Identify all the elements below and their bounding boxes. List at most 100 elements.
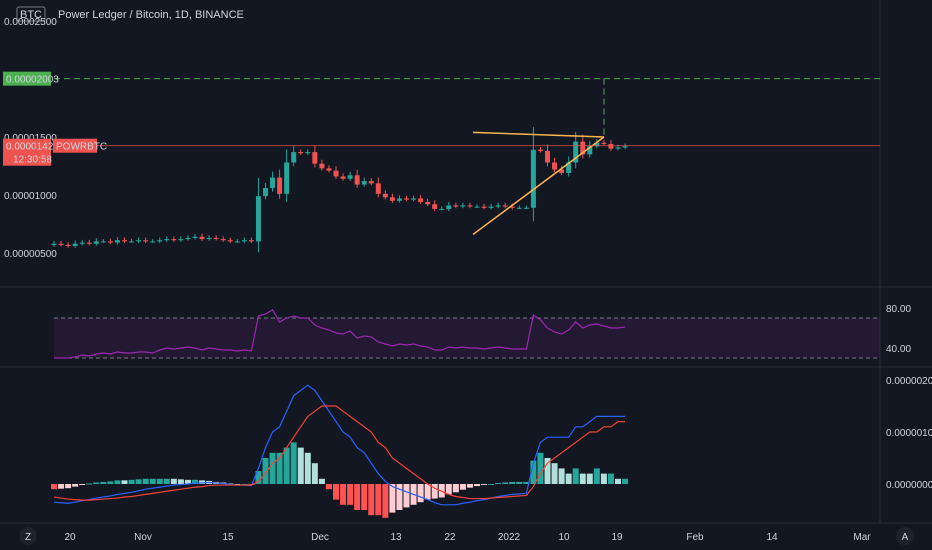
macd-histogram-bar <box>431 484 438 499</box>
macd-line <box>53 384 626 506</box>
candle-body <box>608 143 614 149</box>
macd-histogram-bar <box>325 484 332 490</box>
time-tick-label: 22 <box>444 532 456 543</box>
macd-histogram-bar <box>170 478 177 484</box>
macd-histogram-bar <box>163 478 170 484</box>
candle-body <box>284 162 290 194</box>
candle-body <box>51 243 57 246</box>
trendline-lower <box>472 136 605 236</box>
candle-body <box>277 177 283 194</box>
last-price-label: 0.00001425 <box>6 142 59 153</box>
symbol-badge[interactable]: BTC <box>16 6 46 22</box>
candle-body <box>467 205 473 207</box>
time-tick-label: Feb <box>686 532 704 543</box>
zoom-left-label: Z <box>25 532 31 543</box>
symbol-badge-label: BTC <box>20 9 42 21</box>
candle-body <box>523 207 529 209</box>
candle-body <box>354 175 360 185</box>
candle-body <box>227 240 233 242</box>
candle-body <box>185 237 191 240</box>
rsi-tick-label: 40.00 <box>886 344 911 355</box>
candle-body <box>241 240 247 242</box>
price-tick-label: 0.00000500 <box>4 249 57 260</box>
candle-body <box>474 206 480 208</box>
candles[interactable] <box>51 127 628 253</box>
macd-histogram-bar <box>255 471 262 484</box>
candle-body <box>566 162 572 173</box>
macd-histogram-bar <box>199 480 206 484</box>
chart-title: Power Ledger / Bitcoin, 1D, BINANCE <box>58 9 244 21</box>
candle-body <box>382 193 388 198</box>
macd-histogram-bar <box>572 468 579 484</box>
candle-body <box>368 181 374 184</box>
macd-histogram-bar <box>593 468 600 484</box>
macd-histogram-bar <box>417 484 424 503</box>
last-price-tag <box>3 138 51 166</box>
candle-body <box>298 152 304 154</box>
price-tick-label: 0.00001500 <box>4 133 57 144</box>
macd-histogram-bar <box>79 484 86 485</box>
auto-scale-button[interactable]: A <box>896 527 914 545</box>
macd-histogram-bar <box>347 484 354 505</box>
candle-body <box>552 162 558 170</box>
macd-histogram-bar <box>474 484 480 487</box>
macd-histogram-bar <box>107 481 114 484</box>
candle-body <box>594 142 600 147</box>
candle-body <box>143 240 149 242</box>
macd-histogram-bar <box>600 473 607 484</box>
macd-histogram-bar <box>58 484 65 489</box>
trendline-upper <box>472 131 605 138</box>
macd-histogram-bar <box>551 463 558 484</box>
candle-body <box>347 175 353 179</box>
drawings[interactable]: 0.00002003 0.00001425 12:30:58 POWRBTC <box>3 71 880 236</box>
macd-histogram-bar <box>565 473 572 484</box>
candle-body <box>432 204 438 209</box>
macd-histogram-bar <box>537 452 544 484</box>
candle-body <box>615 147 621 149</box>
candle-body <box>150 241 156 243</box>
macd-histogram-bar <box>142 478 149 484</box>
candle-body <box>178 239 184 241</box>
time-tick-label: 10 <box>558 532 570 543</box>
candle-body <box>587 146 593 155</box>
macd-histogram-bar <box>544 458 551 484</box>
candle-body <box>58 243 64 245</box>
candle-body <box>340 176 346 179</box>
candle-body <box>270 177 276 189</box>
macd-histogram-bar <box>72 484 79 487</box>
rsi-pane[interactable]: 80.00 40.00 <box>54 304 911 359</box>
candle-body <box>107 241 113 243</box>
macd-histogram-bar <box>297 447 304 484</box>
candle-body <box>220 239 226 241</box>
time-axis: 20 Nov 15 Dec 13 22 2022 10 19 Feb 14 Mar <box>64 532 871 543</box>
rsi-tick-label: 80.00 <box>886 304 911 315</box>
macd-histogram-bar <box>114 480 121 484</box>
candle-body <box>319 163 325 169</box>
macd-histogram-bar <box>276 452 283 484</box>
candle-body <box>136 240 142 242</box>
candle-body <box>312 152 318 164</box>
candle-body <box>333 170 339 177</box>
macd-histogram-bar <box>607 473 614 484</box>
candle-body <box>418 198 424 202</box>
macd-histogram-bar <box>502 482 509 484</box>
macd-histogram-bar <box>445 484 452 495</box>
candle-body <box>389 197 395 201</box>
candle-body <box>404 198 409 200</box>
candle-body <box>326 168 332 171</box>
candle-body <box>439 208 445 210</box>
macd-histogram-bar <box>65 484 72 489</box>
candle-body <box>509 206 515 208</box>
candle-body <box>305 152 311 154</box>
macd-histogram-bar <box>86 483 93 485</box>
price-tick-label: 0.00002500 <box>4 17 57 28</box>
candle-body <box>157 240 163 242</box>
candle-body <box>502 205 508 207</box>
macd-histogram-bar <box>128 479 135 484</box>
zoom-left-button[interactable]: Z <box>19 527 37 545</box>
candle-body <box>573 141 579 163</box>
candle-body <box>622 146 628 148</box>
time-tick-label: Mar <box>853 532 871 543</box>
